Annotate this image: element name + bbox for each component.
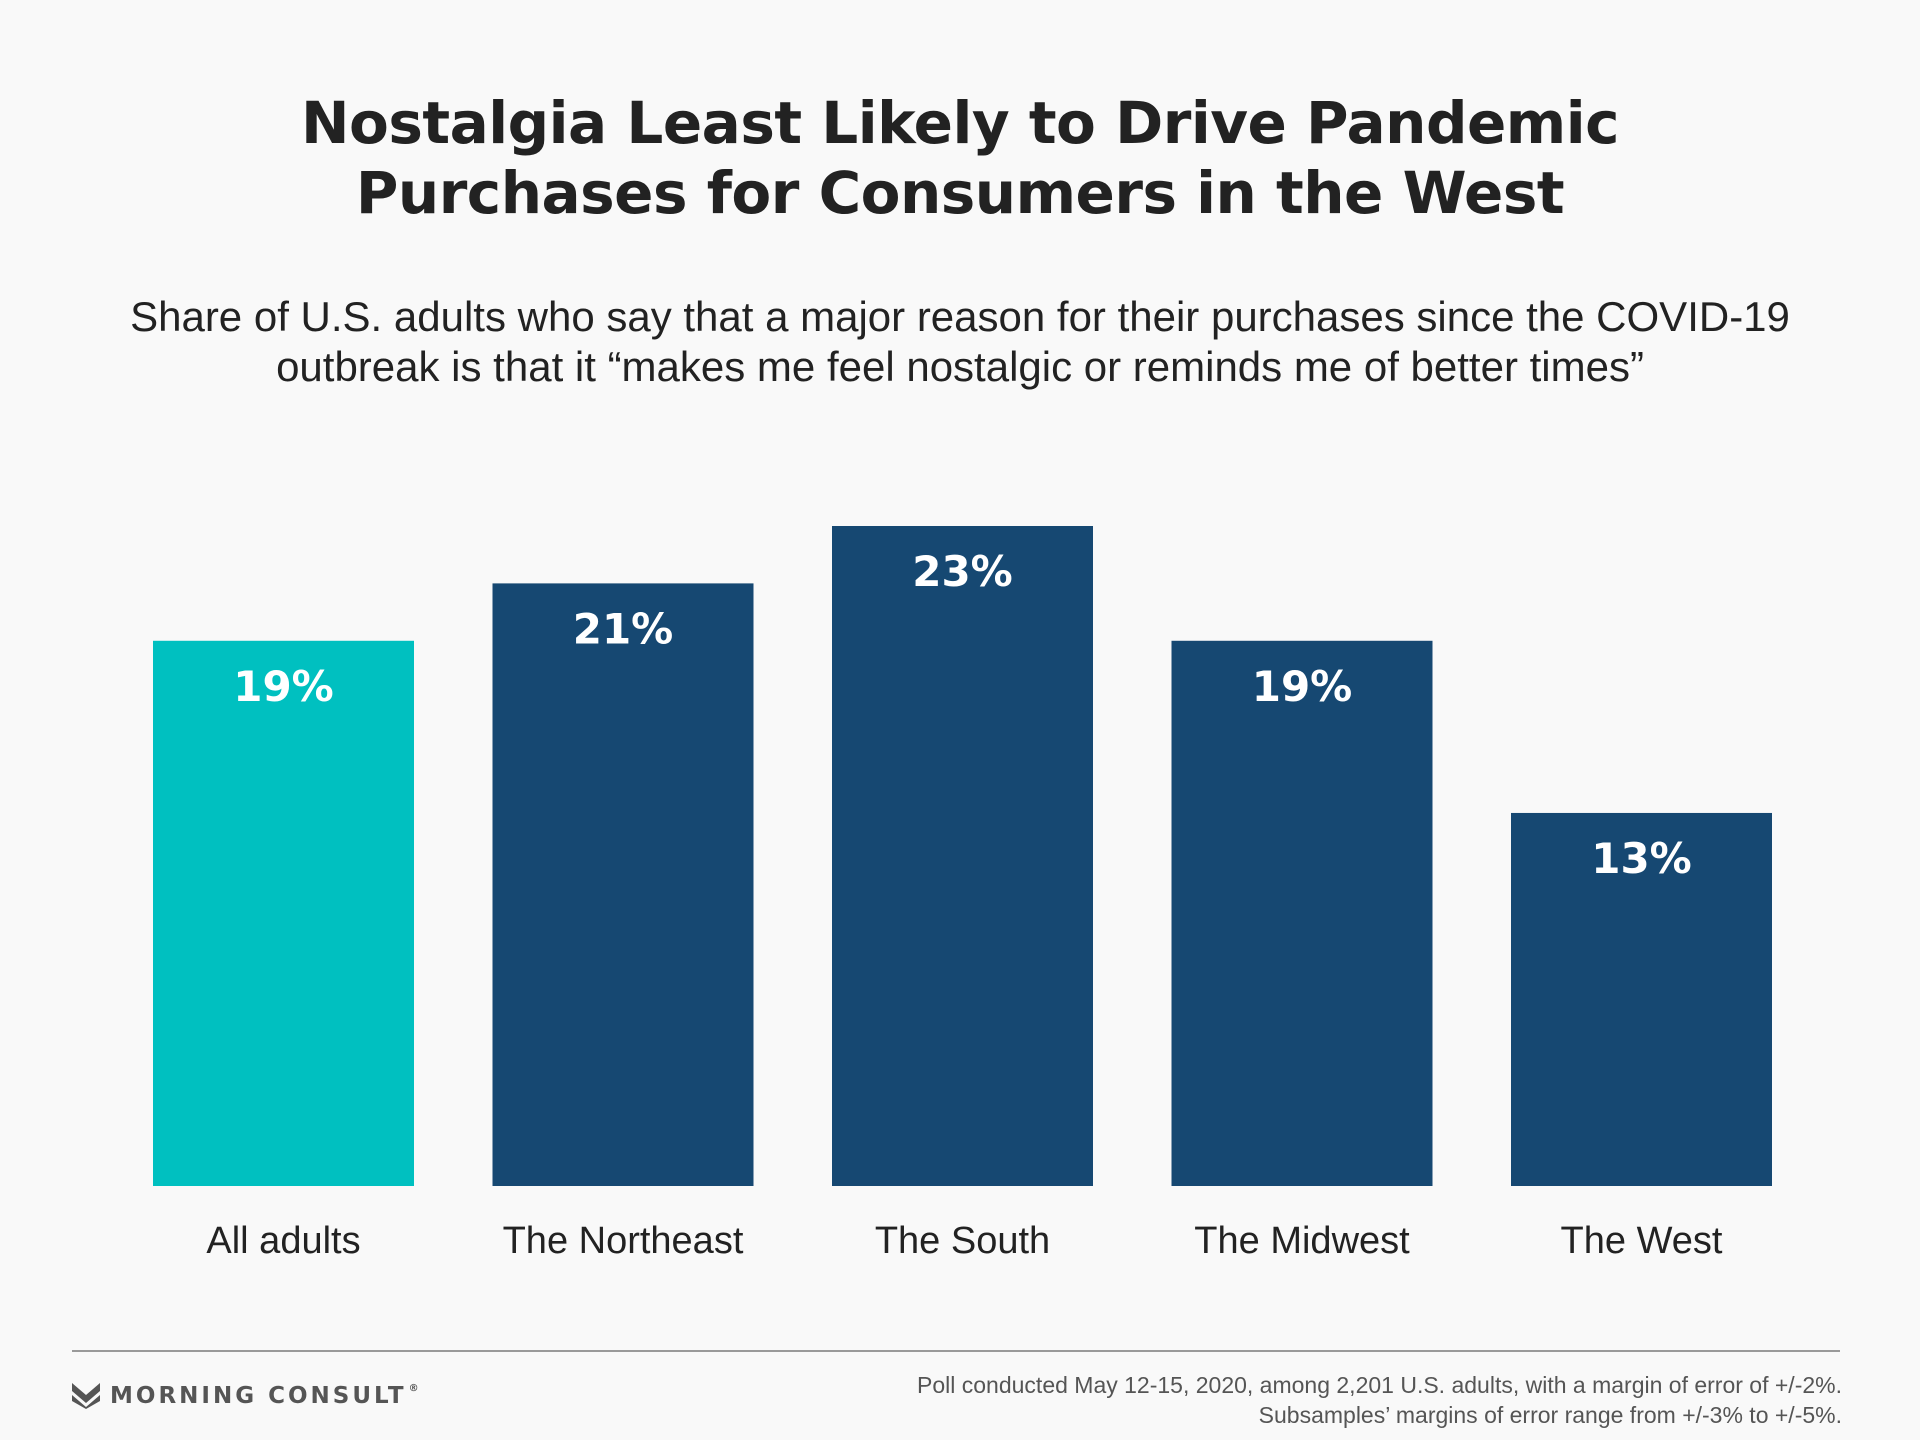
brand-name: MORNING CONSULT ® xyxy=(110,1383,422,1409)
chart-subtitle-line-1: Share of U.S. adults who say that a majo… xyxy=(130,293,1790,340)
bar-the-west xyxy=(1511,812,1772,1186)
footer-divider xyxy=(72,1350,1840,1352)
data-label-the-south: 23% xyxy=(912,547,1013,596)
category-label-the-northeast: The Northeast xyxy=(503,1220,744,1262)
methodology-note-line-1: Poll conducted May 12-15, 2020, among 2,… xyxy=(917,1372,1842,1398)
brand-logo: MORNING CONSULT ® xyxy=(72,1380,422,1412)
data-label-the-midwest: 19% xyxy=(1252,662,1353,711)
category-label-the-west: The West xyxy=(1561,1220,1723,1262)
bar-the-northeast xyxy=(492,583,754,1186)
data-label-all-adults: 19% xyxy=(233,662,334,711)
chart-subtitle: Share of U.S. adults who say that a majo… xyxy=(0,292,1920,392)
chart-title-line-1: Nostalgia Least Likely to Drive Pandemic xyxy=(301,89,1620,157)
chart-title-line-2: Purchases for Consumers in the West xyxy=(355,159,1565,227)
chart-title: Nostalgia Least Likely to Drive Pandemic… xyxy=(0,88,1920,228)
bar-the-midwest xyxy=(1171,640,1433,1186)
morning-consult-logo-icon xyxy=(72,1383,100,1409)
bar-all-adults xyxy=(153,640,414,1186)
chart-subtitle-line-2: outbreak is that it “makes me feel nosta… xyxy=(276,343,1644,390)
bar-the-south xyxy=(832,526,1093,1186)
methodology-note: Poll conducted May 12-15, 2020, among 2,… xyxy=(917,1370,1842,1430)
methodology-note-line-2: Subsamples’ margins of error range from … xyxy=(1258,1402,1842,1428)
category-label-the-midwest: The Midwest xyxy=(1194,1220,1410,1262)
data-label-the-west: 13% xyxy=(1591,834,1692,883)
category-label-the-south: The South xyxy=(875,1220,1050,1262)
category-label-all-adults: All adults xyxy=(206,1220,360,1262)
data-label-the-northeast: 21% xyxy=(573,604,674,653)
bar-chart: 19% All adults 21% The Northeast 23% The Sout… xyxy=(153,526,1772,1262)
registered-mark: ® xyxy=(408,1383,422,1394)
